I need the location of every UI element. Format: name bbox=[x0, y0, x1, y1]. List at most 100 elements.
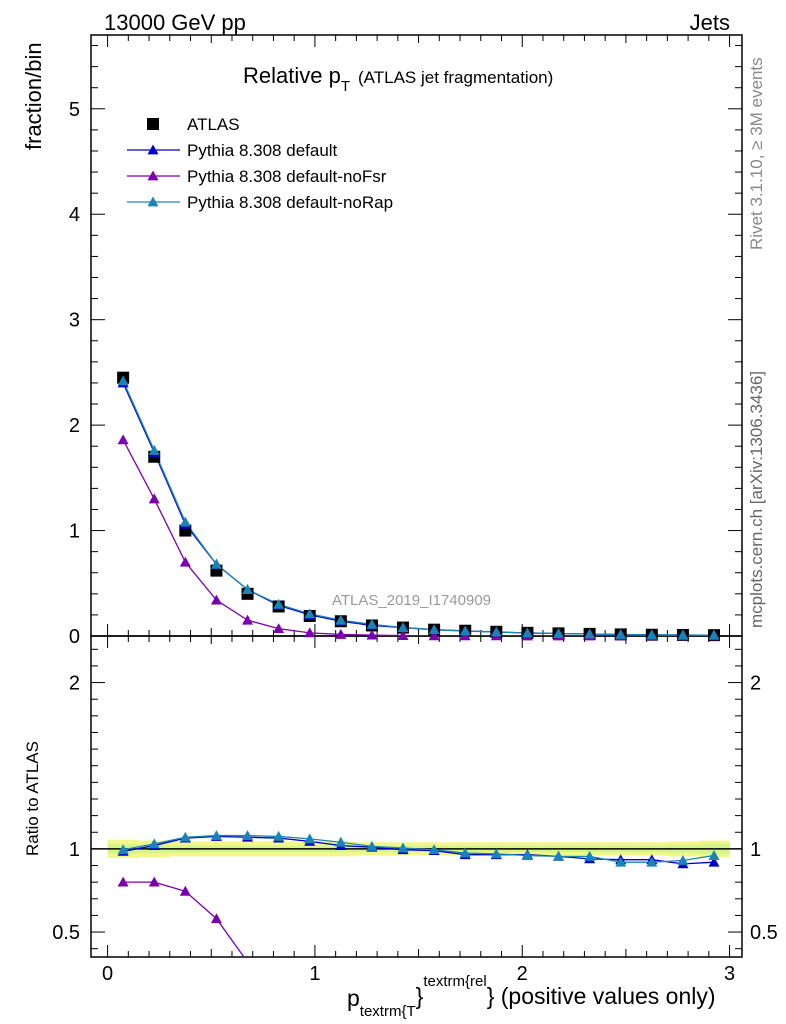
ratio-point-noRap bbox=[273, 830, 285, 841]
xlabel-close: } bbox=[416, 983, 424, 1009]
x-tick-label: 3 bbox=[724, 963, 735, 985]
main-point-noRap bbox=[490, 626, 502, 637]
main-point-noFsr bbox=[117, 434, 129, 445]
header-right: Jets bbox=[690, 10, 730, 35]
main-point-noRap bbox=[615, 629, 627, 639]
chart-marks: 0 1 2 3 0 1 2 3 4 5 0.5 0.5 1 1 2 2 bbox=[52, 34, 778, 985]
ratio-point-noRap bbox=[584, 850, 596, 861]
main-point-noFsr bbox=[304, 627, 316, 638]
main-y-tick-label: 1 bbox=[69, 521, 80, 543]
main-y-tick-label: 3 bbox=[69, 310, 80, 332]
x-tick-label: 2 bbox=[517, 963, 528, 985]
main-y-tick-label: 5 bbox=[69, 99, 80, 121]
main-point-noRap bbox=[677, 629, 689, 640]
ratio-point-noRap bbox=[553, 850, 565, 861]
x-tick-label: 0 bbox=[102, 963, 113, 985]
ratio-series-line-default bbox=[123, 835, 715, 865]
ratio-point-noRap bbox=[708, 850, 720, 860]
main-point-noRap bbox=[553, 627, 565, 638]
ratio-point-noRap bbox=[459, 847, 471, 858]
main-point-noFsr bbox=[242, 614, 254, 625]
ratio-point-noRap bbox=[179, 831, 191, 842]
main-point-noRap bbox=[646, 629, 658, 640]
ratio-point-noRap bbox=[117, 844, 129, 855]
ratio-point-noFsr bbox=[210, 913, 222, 924]
main-point-noRap bbox=[397, 622, 409, 632]
main-point-noFsr bbox=[273, 623, 285, 634]
legend-marker-atlas bbox=[147, 118, 159, 130]
xlabel-main: p bbox=[347, 985, 360, 1011]
ratio-y-tick-label: 1 bbox=[69, 839, 80, 861]
main-y-tick-label: 4 bbox=[69, 204, 80, 226]
ratio-point-noRap bbox=[428, 844, 440, 855]
ratio-point-noRap bbox=[646, 856, 658, 867]
ratio-point-noRap bbox=[335, 836, 347, 847]
main-point-noRap bbox=[708, 629, 720, 640]
main-y-tick-label: 0 bbox=[69, 626, 80, 648]
main-point-noFsr bbox=[148, 493, 160, 504]
ratio-y-tick-label-right: 0.5 bbox=[750, 922, 778, 944]
main-point-noRap bbox=[584, 628, 596, 639]
ratio-y-tick-label-right: 2 bbox=[750, 673, 761, 695]
main-series-line-noFsr bbox=[122, 439, 715, 636]
ratio-point-noRap bbox=[490, 848, 502, 859]
main-point-noRap bbox=[273, 598, 285, 609]
side-label-bottom: mcplots.cern.ch [arXiv:1306.3436] bbox=[747, 371, 766, 628]
title-extra: (ATLAS jet fragmentation) bbox=[358, 68, 553, 87]
ratio-frame bbox=[90, 635, 743, 958]
legend-label-nofsr: Pythia 8.308 default-noFsr bbox=[187, 167, 387, 186]
main-point-noRap bbox=[179, 516, 191, 527]
ratio-point-default bbox=[708, 856, 720, 867]
main-point-noRap bbox=[428, 624, 440, 635]
main-point-noRap bbox=[459, 625, 471, 636]
main-point-noFsr bbox=[366, 629, 378, 640]
ratio-point-noRap bbox=[397, 842, 409, 853]
ratio-y-tick-label: 0.5 bbox=[52, 922, 80, 944]
ratio-point-noRap bbox=[242, 830, 254, 840]
xlabel-sup: textrm{rel bbox=[423, 973, 486, 990]
ratio-point-noRap bbox=[210, 830, 222, 840]
ratio-y-tick-label-right: 1 bbox=[750, 839, 761, 861]
ratio-series-line-noRap bbox=[123, 834, 715, 863]
ratio-point-noRap bbox=[304, 833, 316, 844]
legend-marker-noRap bbox=[147, 196, 159, 207]
main-point-noFsr bbox=[397, 630, 409, 640]
ratio-point-noRap bbox=[366, 840, 378, 851]
main-point-noRap bbox=[242, 584, 254, 595]
legend-label-norap: Pythia 8.308 default-noRap bbox=[187, 193, 393, 212]
main-point-noFsr bbox=[428, 630, 440, 641]
side-label-top: Rivet 3.1.10, ≥ 3M events bbox=[747, 57, 766, 250]
x-axis-label: ptextrm{T}textrm{rel} (positive values o… bbox=[347, 973, 716, 1020]
ratio-point-noRap bbox=[521, 850, 533, 860]
ratio-point-noRap bbox=[615, 856, 627, 867]
ratio-point-noRap bbox=[677, 855, 689, 865]
ratio-point-noFsr bbox=[179, 885, 191, 896]
legend-label-default: Pythia 8.308 default bbox=[187, 141, 338, 160]
analysis-tag: ATLAS_2019_I1740909 bbox=[332, 592, 491, 609]
main-point-noRap bbox=[335, 614, 347, 625]
main-point-noRap bbox=[117, 375, 129, 386]
ratio-point-noFsr bbox=[117, 876, 129, 887]
main-point-noFsr bbox=[459, 630, 471, 641]
title-sub: T bbox=[341, 78, 350, 95]
legend-marker-noFsr bbox=[147, 170, 159, 181]
ratio-point-noRap bbox=[148, 838, 160, 849]
main-point-noRap bbox=[366, 618, 378, 629]
main-point-noFsr bbox=[179, 556, 191, 567]
legend-marker-default bbox=[147, 144, 159, 155]
main-point-noFsr bbox=[335, 628, 347, 639]
main-point-noRap bbox=[521, 627, 533, 638]
main-plot-title: Relative pT (ATLAS jet fragmentation) bbox=[243, 63, 553, 95]
ratio-ylabel: Ratio to ATLAS bbox=[23, 741, 42, 856]
ratio-series-line-noFsr bbox=[123, 881, 245, 957]
main-y-tick-label: 2 bbox=[69, 415, 80, 437]
main-point-noRap bbox=[148, 444, 160, 455]
ratio-y-tick-label: 2 bbox=[69, 673, 80, 695]
main-point-noRap bbox=[210, 558, 222, 569]
ratio-point-noFsr bbox=[148, 876, 160, 887]
x-tick-label: 1 bbox=[309, 963, 320, 985]
legend-label-atlas: ATLAS bbox=[187, 115, 240, 134]
xlabel-tail: } (positive values only) bbox=[487, 983, 716, 1009]
